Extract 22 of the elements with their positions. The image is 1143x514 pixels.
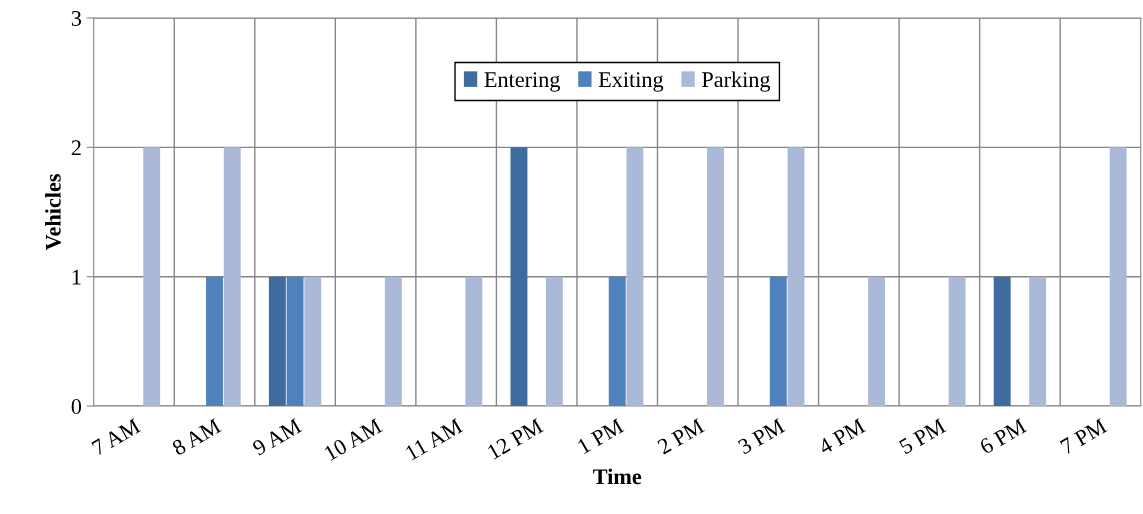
x-tick-label: 10 AM xyxy=(323,418,383,461)
y-tick-label: 0 xyxy=(71,398,82,414)
x-tick-label: 11 AM xyxy=(404,418,464,461)
x-axis-title: Time xyxy=(593,468,642,485)
legend-label: Entering xyxy=(484,72,560,92)
y-tick-label: 2 xyxy=(71,140,81,156)
x-tick-label: 6 PM xyxy=(978,418,1028,455)
x-tick-label: 8 AM xyxy=(171,418,222,456)
x-tick-label: 2 PM xyxy=(656,418,705,455)
y-tick-label: 3 xyxy=(71,10,82,26)
x-tick-label: 7 PM xyxy=(1059,418,1108,455)
x-tick-label: 1 PM xyxy=(577,418,625,454)
x-tick-label: 4 PM xyxy=(817,418,866,455)
x-tick-label: 7 AM xyxy=(91,418,142,456)
x-tick-label: 12 PM xyxy=(486,418,544,460)
y-axis-title: Vehicles xyxy=(45,174,61,251)
x-tick-label: 9 AM xyxy=(251,418,303,456)
legend-label: Exiting xyxy=(598,72,664,92)
y-tick-label: 1 xyxy=(72,269,81,285)
legend-label: Parking xyxy=(702,71,771,92)
x-tick-label: 3 PM xyxy=(737,418,786,455)
x-tick-label: 5 PM xyxy=(898,418,947,455)
